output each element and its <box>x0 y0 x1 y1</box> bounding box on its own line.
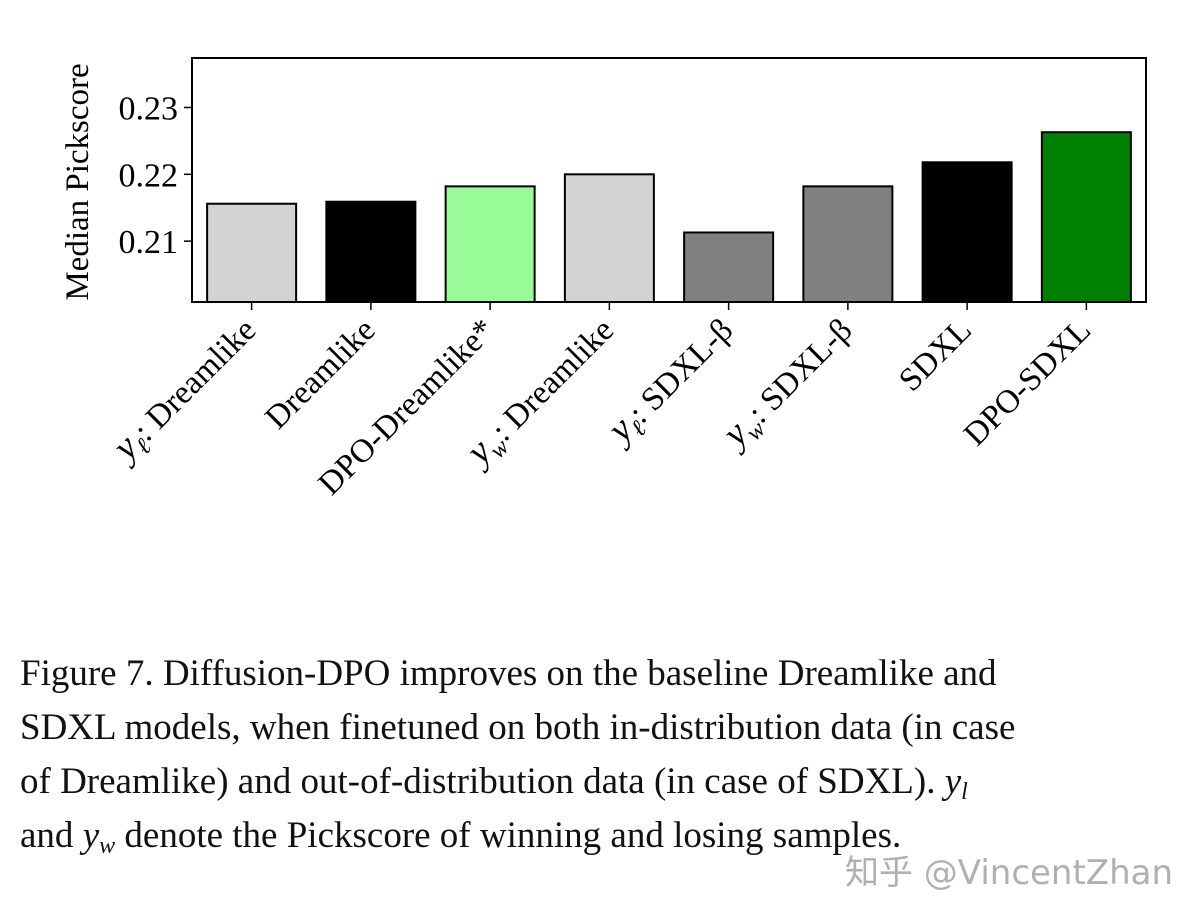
caption-math-y: y <box>82 815 100 856</box>
x-tick-label: yℓ: SDXL-β <box>597 309 745 457</box>
caption-math-sub: w <box>99 833 116 859</box>
caption-math-y: y <box>944 761 962 802</box>
bar <box>206 202 298 303</box>
caption-line-3-text: of Dreamlike) and out-of-distribution da… <box>20 761 936 802</box>
caption-line-3: of Dreamlike) and out-of-distribution da… <box>20 760 968 805</box>
label-text: : Dreamlike <box>485 312 621 448</box>
label-text: : SDXL-β <box>622 312 740 430</box>
bar <box>444 185 536 303</box>
bar <box>683 231 775 303</box>
caption-line-4-pre: and <box>20 815 74 856</box>
x-tick-label: yw: SDXL-β <box>712 309 864 461</box>
y-tick-label: 0.23 <box>119 90 179 127</box>
bar <box>1040 131 1132 303</box>
caption-line-4: and yw denote the Pickscore of winning a… <box>20 814 902 859</box>
label-text: : SDXL-β <box>741 312 859 430</box>
bar <box>802 185 894 303</box>
caption-math-sub: l <box>961 779 968 805</box>
x-tick-label: DPO-SDXL <box>957 312 1098 453</box>
watermark: 知乎 @VincentZhan <box>845 853 1174 893</box>
y-tick-label: 0.21 <box>119 224 179 261</box>
x-tick-label: SDXL <box>892 312 978 398</box>
bar <box>921 161 1013 303</box>
y-axis-label: Median Pickscore <box>60 63 96 300</box>
plot-frame <box>191 57 1147 303</box>
caption-line-4-text: denote the Pickscore of winning and losi… <box>124 815 902 856</box>
y-tick-label: 0.22 <box>119 157 179 194</box>
label-text: : Dreamlike <box>127 312 263 448</box>
caption-line-2: SDXL models, when finetuned on both in-d… <box>20 707 1016 748</box>
bar <box>325 200 417 303</box>
caption-line-1: Figure 7. Diffusion-DPO improves on the … <box>20 653 997 694</box>
x-tick-label: Dreamlike <box>259 312 383 436</box>
x-tick-label: yℓ: Dreamlike <box>102 309 268 475</box>
bar <box>563 173 655 303</box>
